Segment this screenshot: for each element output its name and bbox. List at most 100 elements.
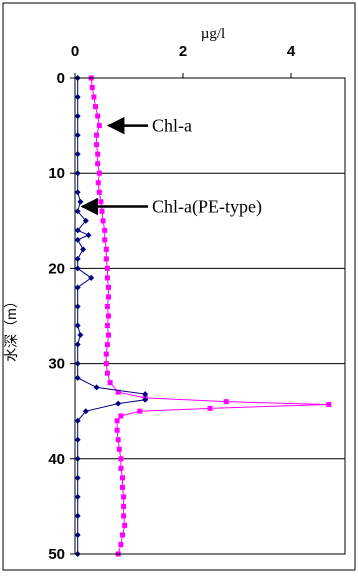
data-point: [74, 170, 81, 177]
data-point: [74, 132, 81, 139]
data-point: [103, 246, 109, 252]
data-point: [114, 418, 120, 424]
data-point: [121, 513, 127, 519]
data-point: [74, 236, 81, 243]
data-point: [120, 532, 126, 538]
annotation-label: Chl-a(PE-type): [152, 197, 262, 218]
data-point: [96, 170, 102, 176]
data-point: [116, 446, 122, 452]
x-axis-ticks: 0 2 4: [71, 43, 296, 78]
data-point: [121, 494, 127, 500]
data-point: [142, 391, 149, 398]
data-point: [105, 294, 111, 300]
x-axis-label: µg/l: [201, 26, 225, 42]
data-point: [104, 323, 110, 329]
data-point: [74, 322, 81, 329]
x-tick-label: 0: [71, 43, 79, 60]
data-point: [74, 151, 81, 158]
data-point: [118, 456, 124, 462]
data-point: [103, 361, 109, 367]
data-point: [88, 274, 95, 281]
data-point: [326, 402, 332, 408]
x-tick-label: 4: [287, 43, 296, 60]
data-point: [74, 474, 81, 481]
data-point: [223, 399, 229, 405]
y-tick-label: 50: [48, 546, 65, 563]
data-point: [122, 522, 128, 528]
annotations: Chl-a Chl-a(PE-type): [80, 116, 262, 218]
data-point: [107, 380, 113, 386]
data-point: [102, 237, 108, 243]
data-point: [99, 208, 105, 214]
data-point: [114, 427, 120, 433]
y-axis-label: 水深（m）: [3, 294, 19, 362]
data-point: [74, 512, 81, 519]
data-point: [105, 332, 111, 338]
data-point: [93, 384, 100, 391]
data-point: [74, 189, 81, 196]
data-point: [74, 374, 81, 381]
y-tick-label: 30: [48, 356, 65, 373]
data-point: [95, 113, 101, 119]
data-point: [105, 313, 111, 319]
data-point: [74, 227, 81, 234]
data-point: [82, 408, 89, 415]
data-point: [74, 303, 81, 310]
data-point: [96, 123, 102, 129]
data-point: [74, 493, 81, 500]
data-point: [118, 541, 124, 547]
data-point: [95, 161, 101, 167]
data-point: [118, 465, 124, 471]
outer-frame: [2, 2, 356, 571]
data-point: [74, 531, 81, 538]
annotation-label: Chl-a: [152, 116, 192, 136]
data-point: [95, 180, 101, 186]
data-point: [91, 94, 97, 100]
data-point: [142, 396, 149, 403]
data-point: [100, 218, 106, 224]
y-tick-label: 10: [48, 165, 65, 182]
data-point: [115, 400, 122, 407]
data-point: [74, 113, 81, 120]
data-point: [120, 475, 126, 481]
data-point: [89, 85, 95, 91]
data-point: [74, 255, 81, 262]
y-tick-label: 20: [48, 260, 65, 277]
data-point: [207, 405, 213, 411]
data-point: [94, 142, 100, 148]
data-point: [94, 132, 100, 138]
data-point: [82, 217, 89, 224]
data-point: [104, 303, 110, 309]
data-point: [104, 370, 110, 376]
data-point: [74, 284, 81, 291]
data-point: [118, 413, 124, 419]
data-point: [74, 417, 81, 424]
y-axis-ticks: 0 10 20 30 40 50: [48, 70, 75, 563]
data-point: [102, 227, 108, 233]
data-point: [93, 104, 99, 110]
data-point: [74, 455, 81, 462]
y-tick-label: 0: [57, 70, 65, 87]
data-point: [104, 342, 110, 348]
data-point: [103, 351, 109, 357]
data-point: [74, 341, 81, 348]
data-point: [85, 232, 92, 239]
data-point: [74, 265, 81, 272]
data-point: [115, 389, 121, 395]
data-point: [95, 151, 101, 157]
data-point: [98, 199, 104, 205]
plot-area: [74, 77, 346, 555]
data-point: [77, 332, 84, 339]
data-point: [121, 503, 127, 509]
x-tick-label: 2: [179, 43, 187, 60]
data-point: [103, 256, 109, 262]
y-tick-label: 40: [48, 451, 65, 468]
data-point: [104, 275, 110, 281]
data-point: [96, 189, 102, 195]
data-point: [120, 484, 126, 490]
data-point: [115, 437, 121, 443]
data-point: [104, 265, 110, 271]
data-point: [74, 208, 81, 215]
